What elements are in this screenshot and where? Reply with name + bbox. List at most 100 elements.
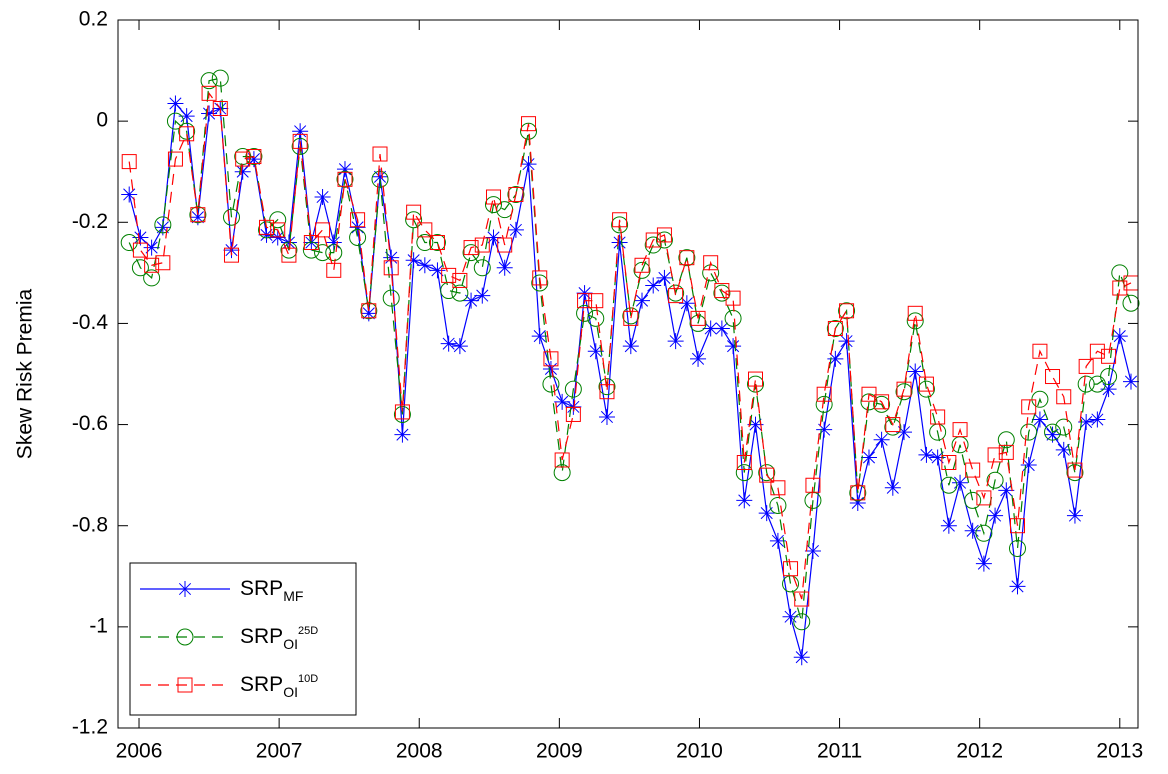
marker [849,494,866,511]
x-tick-label: 2010 [676,740,723,763]
marker [838,333,855,350]
marker [462,244,480,262]
marker [667,284,685,302]
marker [269,211,287,229]
marker [587,343,604,360]
marker [793,613,811,631]
marker [941,455,957,470]
marker [441,267,457,283]
marker [622,307,640,325]
marker [874,394,890,410]
y-tick-label: -0.2 [72,210,108,233]
marker [542,375,560,393]
marker [964,491,982,509]
marker [1044,423,1062,441]
marker [782,608,799,625]
marker [793,649,810,666]
marker [177,677,193,693]
marker [189,206,207,224]
marker [234,163,251,180]
marker [417,222,433,238]
x-tick-label: 2009 [536,740,583,763]
marker [1020,423,1038,441]
marker [429,235,445,251]
marker [1122,294,1140,312]
marker [497,237,513,253]
marker [612,212,628,228]
marker [1122,373,1139,390]
marker [918,376,934,392]
marker [154,216,172,234]
marker [644,236,662,254]
x-tick-label: 2011 [817,740,862,763]
series-line [128,91,1132,600]
marker [714,283,730,299]
marker [292,133,308,149]
marker [805,477,821,493]
marker [1101,348,1117,364]
marker [906,312,924,330]
marker [667,333,684,350]
marker [976,490,992,506]
legend-name: SRP [240,577,283,600]
legend-box [129,562,357,716]
marker [496,259,513,276]
marker [201,105,218,122]
marker [452,272,468,288]
marker [1066,464,1084,482]
marker [520,122,538,140]
x-tick-label: 2006 [116,740,163,763]
marker [940,517,957,534]
marker [690,350,707,367]
marker [360,302,378,320]
marker [564,380,582,398]
marker [1089,411,1106,428]
marker [565,398,582,415]
legend-superscript: 10D [298,673,318,685]
marker [315,222,331,238]
marker [713,284,731,302]
marker [178,108,195,125]
marker [678,295,695,312]
marker [258,226,275,243]
marker [325,234,342,251]
y-axis-label: Skew Risk Premia [14,288,37,459]
marker [1021,399,1037,415]
marker [952,474,969,491]
marker [132,229,149,246]
marker [1112,280,1128,296]
marker [485,189,501,205]
marker [143,239,160,256]
marker [132,242,148,258]
marker [678,249,696,267]
marker [416,234,434,252]
marker [235,151,251,167]
marker [131,259,149,277]
marker [531,328,548,345]
marker [201,85,217,101]
marker [702,320,719,337]
marker [258,221,276,239]
marker [758,505,775,522]
marker [429,262,446,279]
marker [155,255,171,271]
legend-label: SRPMF [240,577,303,604]
marker [383,249,400,266]
marker [325,244,343,262]
marker [463,292,480,309]
marker [474,287,491,304]
marker [508,186,524,202]
marker [120,234,138,252]
marker [804,543,821,559]
marker [428,234,446,252]
marker [1089,343,1105,359]
marker [270,222,286,238]
marker [769,532,786,549]
marker [1078,414,1095,431]
marker [758,464,776,482]
marker [815,395,833,413]
y-tick-label: -1.2 [72,716,108,739]
marker [280,241,298,259]
marker [360,305,377,322]
